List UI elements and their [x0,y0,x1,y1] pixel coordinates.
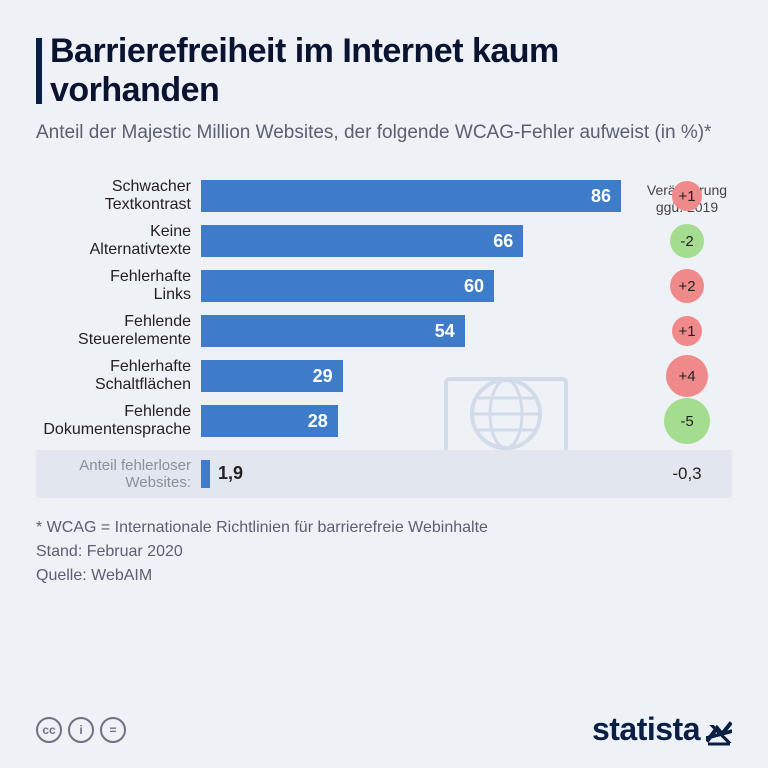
bar-value: 66 [493,231,523,252]
change-bubble: -2 [670,224,704,258]
row-label: SchwacherTextkontrast [36,178,201,215]
bottom-bar: cc i = statista [36,711,732,748]
logo-text: statista [592,711,700,748]
nd-icon: = [100,717,126,743]
bar-track: 86 [201,180,621,212]
chart-row: SchwacherTextkontrast 86 +1 [36,174,732,219]
bar-value: 29 [313,366,343,387]
cc-icon: cc [36,717,62,743]
statista-logo: statista [592,711,732,748]
by-icon: i [68,717,94,743]
footer-bar [201,460,210,488]
footer-label: Anteil fehlerloser Websites: [36,457,201,492]
row-label: FehlerhafteLinks [36,268,201,305]
chart-subtitle: Anteil der Majestic Million Websites, de… [36,120,732,146]
change-cell: +2 [642,269,732,303]
bar-chart: SchwacherTextkontrast 86 +1 KeineAlternativ… [36,174,732,444]
bar: 86 [201,180,621,212]
chart-row: FehlerhafteSchaltflächen 29 +4 [36,354,732,399]
title-block: Barrierefreiheit im Internet kaum vorhan… [36,32,732,110]
change-cell: +1 [642,316,732,346]
footer-change: -0,3 [642,464,732,484]
footnotes: * WCAG = Internationale Richtlinien für … [36,516,732,588]
bar-track: 54 [201,315,621,347]
bar: 28 [201,405,338,437]
bar-value: 86 [591,186,621,207]
chart-row: KeineAlternativtexte 66 -2 [36,219,732,264]
change-bubble: +4 [666,355,708,397]
row-label: FehlendeDokumentensprache [36,403,201,440]
change-bubble: -5 [664,398,710,444]
chart-row: FehlerhafteLinks 60 +2 [36,264,732,309]
license-icons: cc i = [36,717,126,743]
footnote-date: Stand: Februar 2020 [36,540,732,564]
footer-stat-row: Anteil fehlerloser Websites: 1,9 -0,3 [36,450,732,498]
change-cell: -2 [642,224,732,258]
bar: 60 [201,270,494,302]
change-cell: +4 [642,355,732,397]
row-label: FehlendeSteuerelemente [36,313,201,350]
bar: 29 [201,360,343,392]
bar-value: 54 [435,321,465,342]
logo-mark-icon [706,717,732,743]
footer-value: 1,9 [218,463,243,484]
change-bubble: +1 [672,181,702,211]
bar: 66 [201,225,523,257]
title-accent-bar [36,38,42,104]
bar-track: 66 [201,225,621,257]
row-label: KeineAlternativtexte [36,223,201,260]
change-bubble: +2 [670,269,704,303]
change-cell: -5 [642,398,732,444]
chart-row: FehlendeSteuerelemente 54 +1 [36,309,732,354]
footer-bar-area: 1,9 [201,460,621,488]
bar-value: 60 [464,276,494,297]
chart-title: Barrierefreiheit im Internet kaum vorhan… [50,32,732,110]
change-bubble: +1 [672,316,702,346]
change-cell: +1 [642,181,732,211]
bar: 54 [201,315,465,347]
chart-row: FehlendeDokumentensprache 28 -5 [36,399,732,444]
bar-track: 60 [201,270,621,302]
footnote-source: Quelle: WebAIM [36,564,732,588]
bar-value: 28 [308,411,338,432]
row-label: FehlerhafteSchaltflächen [36,358,201,395]
footnote-wcag: * WCAG = Internationale Richtlinien für … [36,516,732,540]
